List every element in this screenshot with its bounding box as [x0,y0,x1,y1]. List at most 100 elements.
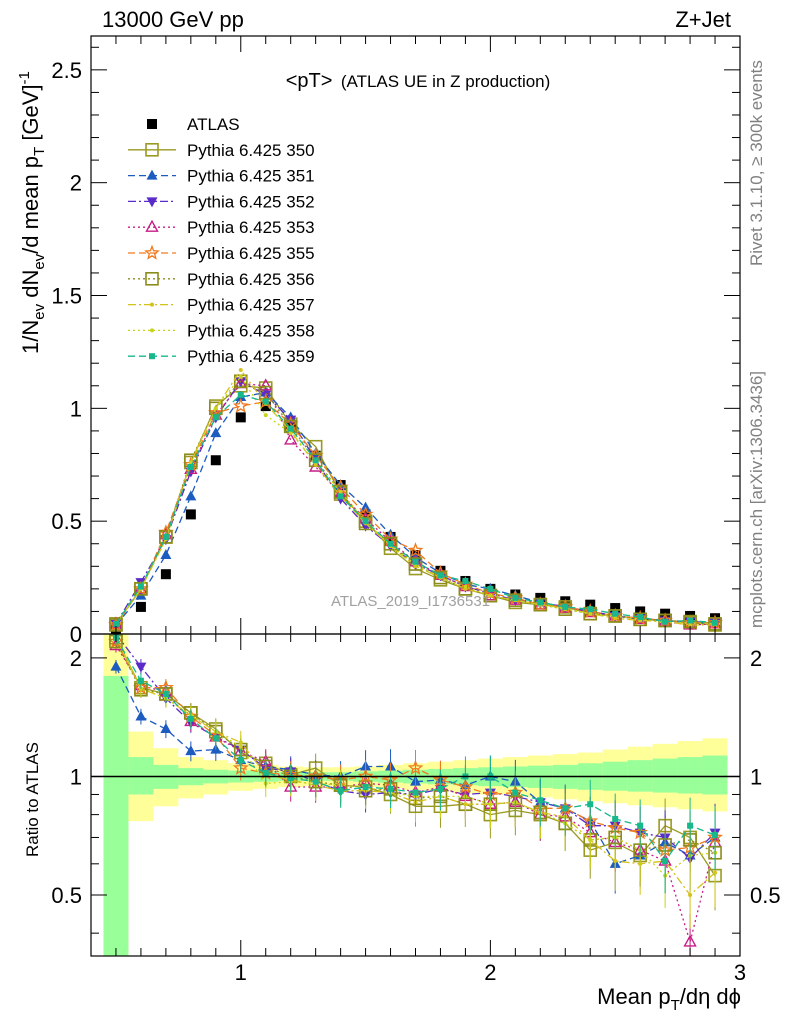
main-data-point [532,596,549,612]
x-tick-label: 3 [734,960,746,985]
legend-label: Pythia 6.425 351 [187,167,315,186]
main-series-line [115,400,715,626]
header-energy-label: 13000 GeV pp [102,7,244,32]
ratio-data-point [407,759,424,775]
legend-entry: Pythia 6.425 358 [128,321,315,340]
legend-marker [144,244,160,260]
main-data-point [160,569,171,580]
ratio-data-point [612,815,619,822]
main-data-point [433,570,448,585]
legend-label: Pythia 6.425 358 [187,321,315,340]
x-axis-label: Mean pT/dη dϕ [597,984,741,1014]
main-data-point [210,455,221,466]
ratio-data-point [637,822,644,829]
main-data-point [407,542,424,558]
main-y-tick-label: 0.5 [51,509,82,534]
ratio-y-tick-label-left: 0.5 [51,883,82,908]
main-series-line [115,380,716,625]
main-y-tick-label: 1 [70,396,82,421]
main-series-line [115,382,716,626]
main-data-point [287,425,294,432]
legend-label: Pythia 6.425 356 [187,270,315,289]
main-data-point [232,397,249,413]
main-data-point [687,617,694,624]
main-data-point [612,610,619,617]
main-data-point [588,611,593,616]
main-data-point [258,385,273,400]
ratio-data-point [187,715,194,722]
ratio-series-line [115,637,716,863]
main-data-point [262,398,269,405]
legend-entry: Pythia 6.425 357 [128,296,315,315]
main-data-point [312,457,319,464]
ratio-data-point [262,770,269,777]
main-data-point [637,614,644,621]
ratio-data-point [237,757,244,764]
main-data-point [284,432,298,445]
main-series-line [115,368,715,626]
main-data-point [387,540,394,547]
legend-marker [146,169,158,180]
legend-label: Pythia 6.425 359 [187,347,315,366]
main-data-point [537,599,544,606]
ratio-series-layer [108,634,723,956]
mcplots-credit-label: mcplots.cern.ch [arXiv:1306.3436] [747,371,766,628]
ratio-data-point [512,789,519,796]
main-data-point [213,406,218,411]
ratio-data-point [562,805,569,812]
ratio-y-axis-label: Ratio to ATLAS [23,742,42,857]
ratio-data-point [312,778,319,785]
main-data-point [512,594,519,601]
ratio-y-tick-label-left: 2 [70,646,82,671]
legend-marker [149,353,155,360]
main-data-point [185,490,197,501]
ratio-data-point [337,787,344,794]
main-data-point [288,431,293,436]
ratio-data-point [662,857,669,864]
main-data-point [712,619,719,626]
legend-marker [150,302,154,307]
main-data-point [238,367,243,372]
tick-labels: 1 2 3 0 0.5 1 1.5 2 2.5 0.5 0.5 1 1 2 2 [51,58,780,985]
main-data-point [260,401,271,412]
main-series-line [115,385,716,626]
ratio-data-point [212,735,219,742]
ratio-band-inner-bin [103,675,129,956]
ratio-y-tick-label-right: 0.5 [750,883,781,908]
ratio-data-point [488,802,493,807]
legend-entry: Pythia 6.425 353 [128,218,315,237]
ratio-data-point [537,797,544,804]
main-data-point [162,533,169,540]
ratio-data-point [238,744,243,749]
plot-title-sub: (ATLAS UE in Z production) [341,72,550,91]
ratio-data-point [137,677,144,684]
x-tick-label: 2 [484,960,496,985]
main-series-pythia-6-425-358 [113,374,718,626]
ratio-y-tick-label-right: 2 [750,646,762,671]
main-data-point [338,489,343,494]
main-data-point [362,518,369,525]
ratio-data-point [683,934,697,947]
main-data-point [137,583,144,590]
legend-marker [147,119,157,129]
legend-label: Pythia 6.425 353 [187,218,315,237]
legend-label: Pythia 6.425 355 [187,244,315,263]
ratio-data-point [160,722,172,733]
ratio-data-point [135,710,147,721]
main-data-point [263,413,268,418]
main-series-layer [108,367,723,634]
main-data-point [408,557,423,571]
ratio-data-point [412,789,419,796]
main-data-point [383,536,398,551]
main-data-point [562,603,569,610]
main-data-point [212,414,219,421]
main-data-point [437,572,444,579]
ratio-data-point [362,784,369,791]
legend-label: Pythia 6.425 350 [187,141,315,160]
main-data-point [533,597,548,612]
main-y-tick-label: 2 [70,171,82,196]
ratio-band-inner-bin [702,755,728,795]
main-data-point [135,601,146,612]
main-data-point [587,606,594,613]
